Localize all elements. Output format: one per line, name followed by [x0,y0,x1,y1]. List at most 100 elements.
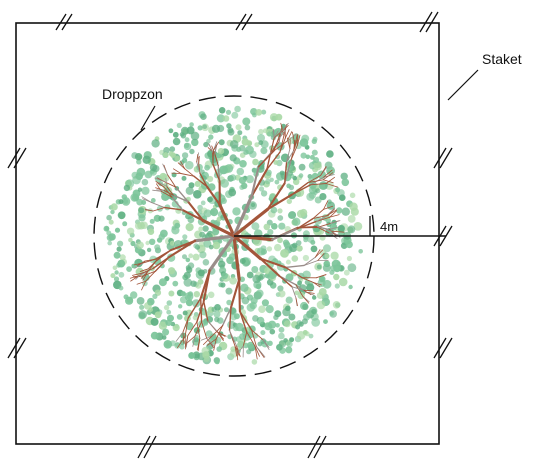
branch-segment [266,151,281,171]
foliage-dot [295,324,301,330]
branch-segment [284,264,305,269]
foliage-dot [304,331,310,337]
foliage-dot [311,138,317,144]
foliage-dot [172,137,181,146]
foliage-dot [286,198,292,205]
foliage-dot [182,310,188,316]
foliage-dot [132,189,141,198]
branch-segment [136,280,147,285]
branch-segment [237,345,244,354]
foliage-dot [278,332,285,340]
branch-segment [201,219,236,238]
foliage-dot [237,130,243,136]
foliage-dot [216,216,222,222]
foliage-dot [123,199,129,204]
branch-segment [307,179,324,184]
branch-segment [279,122,289,135]
foliage-dot [138,207,145,214]
foliage-dot [310,239,316,245]
branch-segment [197,337,201,352]
foliage-dot [299,138,309,147]
fence-leader [447,69,479,101]
branch-segment [291,286,305,291]
branch-segment [284,129,290,139]
foliage-dot [214,316,220,323]
foliage-dot [166,300,173,306]
foliage-dot [216,346,222,352]
branch-segment [192,335,196,347]
branch-segment [154,177,165,183]
foliage-dot [160,229,168,238]
foliage-dot [218,139,225,146]
branch-segment [221,306,232,327]
branch-segment [286,137,291,150]
branch-segment [232,234,241,281]
foliage-dot [218,107,226,114]
foliage-dot [203,141,209,148]
foliage-dot [144,170,153,179]
foliage-dot [198,226,204,232]
branch-segment [296,217,314,230]
post-mark-left-upper [7,147,27,169]
foliage-dot [269,177,274,182]
foliage-dot [292,242,298,249]
foliage-dot [329,311,334,316]
branch-segment [290,144,298,161]
foliage-dot [296,331,306,340]
branch-segment [187,321,198,337]
post-mark-right-upper [433,147,453,169]
foliage-dot [202,351,210,359]
foliage-dot [240,283,249,292]
foliage-dot [193,243,199,249]
branch-segment [302,295,310,304]
foliage-dot [189,148,195,155]
branch-segment [273,140,288,152]
branch-segment [232,234,263,261]
branch-segment [315,215,329,222]
foliage-dot [161,174,170,182]
branch-segment [312,208,324,220]
branch-segment [158,181,168,187]
branch-segment [279,137,286,153]
branch-segment [238,278,241,313]
foliage-dot [248,201,257,210]
foliage-dot [278,222,286,230]
foliage-dot [116,246,122,252]
foliage-dot [277,285,284,292]
foliage-dot [106,214,112,221]
foliage-dot [258,128,264,135]
foliage-dot [213,310,221,318]
foliage-dot [277,237,283,244]
foliage-dot [185,257,191,263]
branch-segment [307,175,322,184]
branch-segment [142,258,157,264]
branch-segment [196,321,201,339]
foliage-dot [296,245,303,252]
foliage-dot [245,175,254,184]
foliage-dot [283,241,291,249]
foliage-dot [241,296,250,305]
branch-segment [286,133,297,142]
foliage-dot [176,314,183,320]
foliage-dot [239,258,246,264]
foliage-dot [174,222,181,229]
branch-segment [175,186,189,203]
branch-segment [182,317,189,333]
foliage-dot [316,264,322,270]
branch-segment [242,331,248,347]
foliage-dot [181,291,186,296]
foliage-dot [228,188,237,197]
foliage-dot [208,134,214,140]
foliage-dot [184,142,190,148]
foliage-dot [225,287,233,295]
foliage-dot [255,289,264,298]
post-mark-top-left [55,13,73,31]
branch-segment [172,168,182,174]
branch-segment [213,141,220,151]
foliage-dot [294,290,300,296]
foliage-dot [302,254,309,262]
foliage-dot [154,311,162,319]
foliage-dot [185,160,194,170]
foliage-dot [220,179,230,188]
branch-segment [166,185,174,196]
